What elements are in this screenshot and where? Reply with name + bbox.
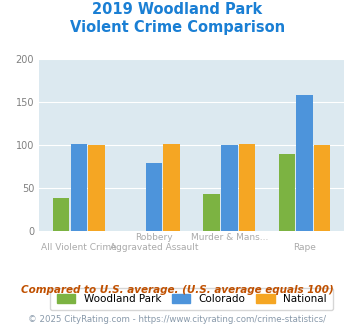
Text: Murder & Mans...: Murder & Mans... bbox=[191, 233, 268, 242]
Bar bbox=[146, 163, 162, 231]
Bar bbox=[88, 145, 105, 231]
Bar bbox=[53, 198, 70, 231]
Legend: Woodland Park, Colorado, National: Woodland Park, Colorado, National bbox=[50, 288, 333, 311]
Text: Rape: Rape bbox=[293, 243, 316, 251]
Text: Aggravated Assault: Aggravated Assault bbox=[110, 243, 198, 251]
Bar bbox=[203, 194, 220, 231]
Bar bbox=[314, 145, 331, 231]
Text: All Violent Crime: All Violent Crime bbox=[41, 243, 117, 251]
Bar bbox=[71, 144, 87, 231]
Text: Compared to U.S. average. (U.S. average equals 100): Compared to U.S. average. (U.S. average … bbox=[21, 285, 334, 295]
Bar bbox=[279, 154, 295, 231]
Text: 2019 Woodland Park: 2019 Woodland Park bbox=[92, 2, 263, 16]
Text: © 2025 CityRating.com - https://www.cityrating.com/crime-statistics/: © 2025 CityRating.com - https://www.city… bbox=[28, 315, 327, 324]
Bar bbox=[239, 144, 255, 231]
Bar bbox=[296, 95, 313, 231]
Bar bbox=[164, 144, 180, 231]
Text: Violent Crime Comparison: Violent Crime Comparison bbox=[70, 20, 285, 35]
Text: Robbery: Robbery bbox=[135, 233, 173, 242]
Bar bbox=[221, 145, 237, 231]
